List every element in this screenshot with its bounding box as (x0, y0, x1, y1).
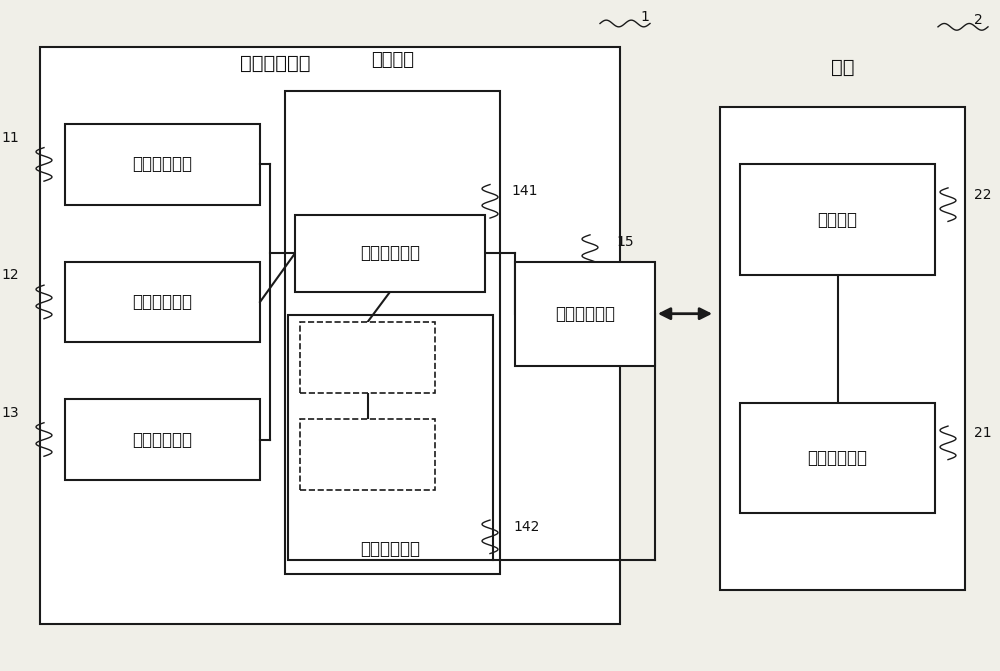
Bar (740, 164, 935, 275)
Text: 21: 21 (974, 426, 992, 440)
Text: 第一子处理模块: 第一子处理模块 (338, 350, 397, 364)
Bar (300, 419, 435, 490)
Text: 反馈模块: 反馈模块 (818, 211, 858, 229)
Text: 第二处理模块: 第二处理模块 (360, 540, 420, 558)
Text: 无线通信模块: 无线通信模块 (808, 449, 868, 467)
Text: 142: 142 (514, 520, 540, 533)
Text: 15: 15 (616, 235, 634, 248)
Text: 13: 13 (1, 406, 19, 419)
Text: 声音采集模块: 声音采集模块 (132, 156, 192, 173)
Text: 心率采集模块: 心率采集模块 (132, 431, 192, 448)
Text: 处理模块: 处理模块 (372, 52, 415, 69)
Bar (515, 262, 655, 366)
Text: 信息处理装置: 信息处理装置 (240, 54, 310, 73)
Text: 无线通信模块: 无线通信模块 (555, 305, 615, 323)
Text: 141: 141 (512, 185, 538, 198)
Bar (285, 91, 500, 574)
Text: 体温采集模块: 体温采集模块 (132, 293, 192, 311)
Bar (65, 399, 260, 480)
Bar (288, 315, 493, 560)
Text: 第二子处理模块: 第二子处理模块 (338, 448, 397, 462)
Bar (295, 215, 485, 292)
Bar (720, 107, 965, 590)
Bar (300, 322, 435, 393)
Text: 2: 2 (974, 13, 982, 27)
Text: 1: 1 (641, 10, 649, 23)
Text: 终端: 终端 (831, 58, 855, 76)
Text: 第一处理模块: 第一处理模块 (360, 244, 420, 262)
Bar (40, 47, 620, 624)
Bar (65, 124, 260, 205)
Text: 22: 22 (974, 188, 992, 201)
Bar (65, 262, 260, 342)
Text: 12: 12 (1, 268, 19, 282)
Bar (740, 403, 935, 513)
Text: 11: 11 (1, 131, 19, 144)
